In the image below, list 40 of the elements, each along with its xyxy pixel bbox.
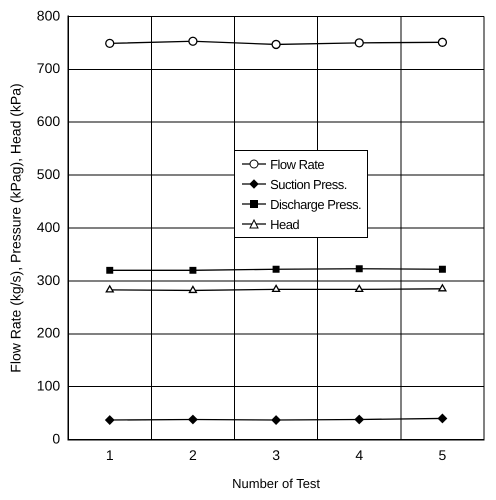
point bbox=[438, 266, 446, 273]
legend-label: Suction Press. bbox=[270, 176, 347, 192]
point bbox=[438, 414, 448, 424]
y-tick-label: 400 bbox=[36, 218, 60, 235]
x-tick-label: 3 bbox=[272, 446, 280, 463]
y-tick-label: 800 bbox=[36, 7, 60, 24]
point bbox=[188, 36, 198, 46]
point bbox=[271, 415, 281, 425]
y-tick-label: 700 bbox=[36, 60, 60, 76]
point bbox=[105, 38, 114, 48]
legend-label: Discharge Press. bbox=[270, 196, 362, 212]
x-tick-label: 5 bbox=[438, 446, 447, 463]
point bbox=[355, 284, 364, 292]
point bbox=[272, 266, 280, 273]
point bbox=[189, 266, 196, 274]
point bbox=[354, 38, 364, 48]
y-tick-label: 0 bbox=[52, 430, 60, 446]
point bbox=[272, 284, 280, 292]
x-tick-label: 1 bbox=[106, 446, 114, 463]
point bbox=[188, 286, 198, 294]
x-tick-label: 4 bbox=[355, 446, 364, 463]
y-tick-label: 100 bbox=[36, 378, 60, 394]
point bbox=[354, 414, 364, 424]
point bbox=[105, 415, 114, 425]
point bbox=[271, 40, 281, 50]
y-tick-label: 500 bbox=[36, 166, 60, 182]
point bbox=[106, 266, 114, 274]
x-axis-title: Number of Test bbox=[232, 476, 320, 491]
y-tick-label: 600 bbox=[36, 113, 60, 130]
x-tick-label: 2 bbox=[189, 446, 198, 463]
point bbox=[438, 284, 447, 292]
legend-label: Head bbox=[270, 216, 300, 232]
y-tick-label: 200 bbox=[36, 324, 60, 341]
y-tick-label: 300 bbox=[36, 272, 60, 288]
y-axis-title: Flow Rate (kg/s), Pressure (kPag), Head (kPa) bbox=[7, 83, 24, 373]
point bbox=[356, 265, 363, 272]
point bbox=[106, 285, 114, 293]
point bbox=[188, 414, 198, 424]
point bbox=[438, 38, 448, 47]
legend-label: Flow Rate bbox=[270, 156, 324, 172]
